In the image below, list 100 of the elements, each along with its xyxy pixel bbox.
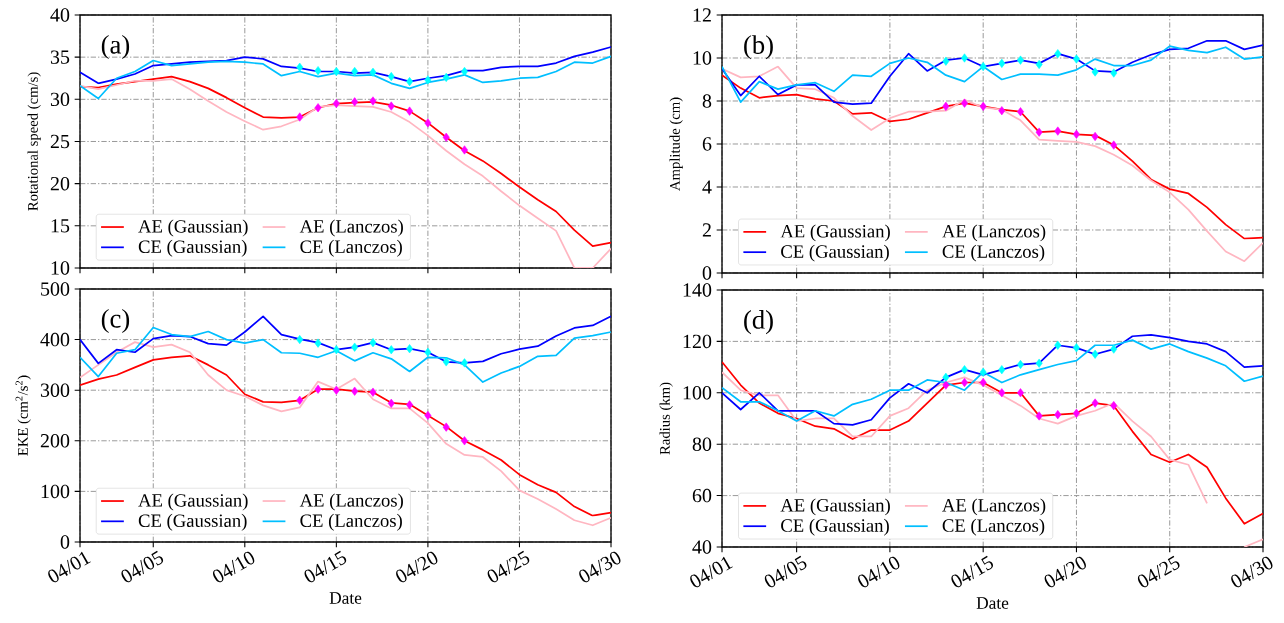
point xyxy=(461,436,468,446)
point xyxy=(998,58,1006,68)
point xyxy=(314,103,322,113)
point xyxy=(351,66,359,77)
y-tick-label: 15 xyxy=(51,219,70,233)
annotation: (c) xyxy=(101,308,130,334)
y-tick-label: 20 xyxy=(50,176,70,191)
point xyxy=(296,62,304,72)
point xyxy=(979,367,987,377)
legend-label: CE (Gaussian) xyxy=(781,244,889,262)
y-tick-label: 35 xyxy=(50,50,70,64)
point xyxy=(442,422,450,432)
legend-label: AE (Gaussian) xyxy=(780,224,890,242)
point xyxy=(314,66,322,76)
point xyxy=(424,410,432,421)
point xyxy=(942,101,950,111)
y-tick-label: 80 xyxy=(692,437,712,451)
line-series xyxy=(722,74,1263,240)
legend-label: CE (Lanczos) xyxy=(942,244,1045,262)
x-tick-label: 04/05 xyxy=(121,550,164,583)
point xyxy=(442,72,450,82)
point xyxy=(332,99,340,109)
y-tick-label: 30 xyxy=(50,92,70,107)
x-axis-title: Date xyxy=(329,592,362,604)
y-tick-label: 0 xyxy=(702,266,712,280)
x-axis-title: Date xyxy=(976,597,1009,609)
legend-label: AE (Gaussian) xyxy=(138,219,248,237)
point xyxy=(1110,401,1118,411)
point xyxy=(442,132,450,142)
point xyxy=(1017,55,1024,65)
x-tick-label: 04/10 xyxy=(213,551,255,583)
point xyxy=(314,384,322,394)
point xyxy=(387,398,395,408)
point xyxy=(406,400,414,410)
point xyxy=(1054,340,1062,350)
point xyxy=(1054,49,1062,59)
y-tick-label: 40 xyxy=(50,8,70,22)
y-tick-label: 60 xyxy=(692,488,712,503)
point xyxy=(369,96,377,106)
annotation: (b) xyxy=(744,35,773,60)
annotation: (d) xyxy=(744,310,773,335)
point xyxy=(332,66,340,77)
legend-label: AE (Lanczos) xyxy=(942,498,1046,516)
point xyxy=(1110,140,1118,150)
point xyxy=(332,345,340,355)
y-tick-label: 10 xyxy=(51,261,70,275)
point xyxy=(942,56,950,66)
x-tick-label: 04/25 xyxy=(1137,555,1180,588)
legend-label: AE (Lanczos) xyxy=(299,219,403,237)
point xyxy=(1035,358,1043,368)
legend-label: CE (Lanczos) xyxy=(942,518,1045,536)
point xyxy=(1072,129,1080,139)
point xyxy=(296,395,304,405)
point xyxy=(961,53,968,63)
x-tick-label: 04/05 xyxy=(764,555,807,588)
point xyxy=(332,385,340,395)
x-tick-label: 04/10 xyxy=(858,556,900,588)
line-series xyxy=(722,65,1263,263)
point xyxy=(461,145,468,155)
point xyxy=(1072,54,1080,64)
point xyxy=(942,380,950,390)
point xyxy=(314,338,322,348)
y-tick-label: 10 xyxy=(693,51,712,65)
point xyxy=(296,112,304,122)
point xyxy=(979,62,987,72)
y-tick-label: 6 xyxy=(702,137,712,151)
point xyxy=(1072,408,1080,418)
point xyxy=(424,347,432,357)
x-tick-label: 04/15 xyxy=(951,555,994,588)
point xyxy=(998,106,1006,116)
y-tick-label: 200 xyxy=(40,434,70,448)
y-tick-label: 100 xyxy=(41,484,70,499)
x-tick-label: 04/20 xyxy=(396,551,438,583)
y-tick-label: 400 xyxy=(40,332,70,347)
legend-label: CE (Lanczos) xyxy=(300,239,402,257)
y-axis-title: Rotational speed (cm/s) xyxy=(27,72,41,211)
legend-label: CE (Gaussian) xyxy=(138,513,247,531)
y-tick-label: 40 xyxy=(692,540,712,554)
point xyxy=(369,387,377,397)
point xyxy=(369,338,377,348)
point xyxy=(1054,410,1062,420)
point xyxy=(406,77,414,87)
annotation: (a) xyxy=(101,34,130,60)
x-tick-label: 04/15 xyxy=(304,550,347,583)
point xyxy=(424,75,432,85)
point xyxy=(961,365,968,375)
point xyxy=(351,386,359,396)
y-tick-label: 2 xyxy=(702,223,711,237)
x-tick-label: 04/01 xyxy=(690,556,733,588)
point xyxy=(1072,343,1080,353)
legend-label: CE (Gaussian) xyxy=(138,239,247,257)
legend-label: AE (Lanczos) xyxy=(299,493,403,511)
point xyxy=(1091,398,1099,408)
point xyxy=(406,344,414,354)
legend-label: AE (Gaussian) xyxy=(138,493,248,511)
point xyxy=(1035,411,1043,421)
point xyxy=(351,97,359,107)
point xyxy=(1017,388,1024,398)
x-tick-label: 04/25 xyxy=(487,550,530,583)
y-axis-title: Radius (km) xyxy=(659,382,673,455)
